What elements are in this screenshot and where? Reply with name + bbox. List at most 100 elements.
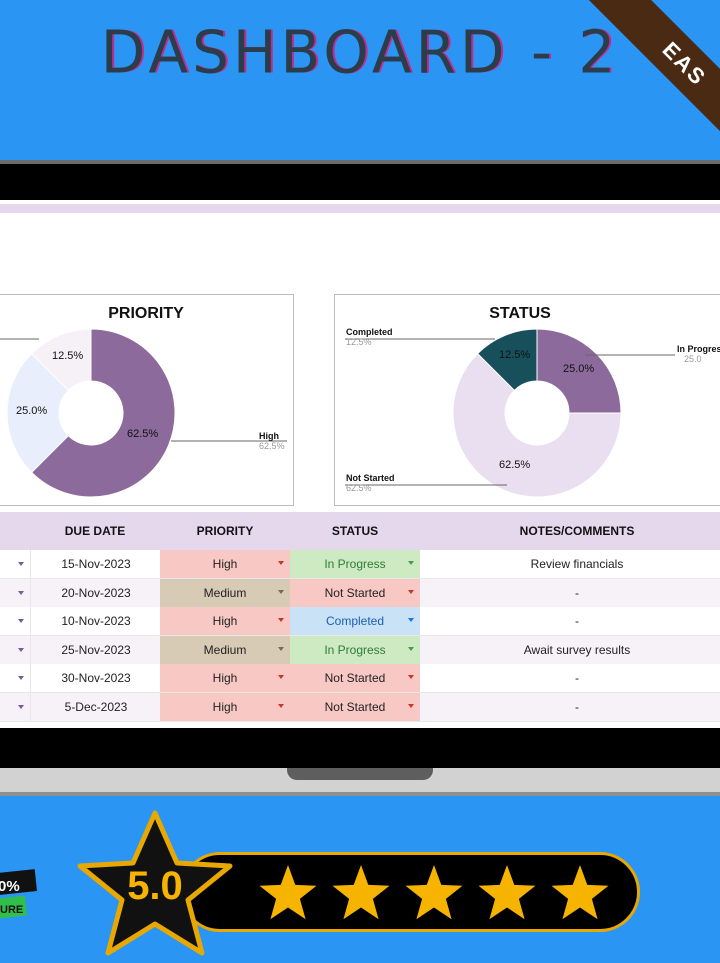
callout-pct: 62.5%	[259, 441, 285, 451]
slice-label: 62.5%	[127, 428, 159, 440]
chevron-down-icon	[408, 618, 414, 622]
priority-donut	[0, 328, 287, 498]
notes-cell: Await survey results	[523, 642, 631, 657]
col-priority: PRIORITY	[196, 524, 254, 538]
priority-dropdown[interactable]: High	[160, 550, 290, 578]
priority-value: High	[212, 699, 238, 714]
slice-label: 25.0%	[16, 405, 48, 417]
donut-slice	[536, 328, 622, 414]
slice-label: 12.5%	[499, 349, 531, 361]
legend-callout: Not Started 62.5%	[346, 473, 395, 493]
priority-value: Medium	[203, 585, 247, 600]
page-title: DASHBOARD - 2	[100, 17, 620, 87]
due-date-cell: 25-Nov-2023	[30, 635, 161, 664]
laptop-notch	[287, 768, 433, 780]
priority-dropdown[interactable]: Medium	[160, 578, 290, 607]
notes-cell: -	[575, 671, 579, 685]
chart-title: STATUS	[489, 305, 551, 322]
laptop-base	[0, 768, 720, 796]
status-donut	[345, 328, 675, 498]
col-status: STATUS	[331, 524, 379, 538]
table-row: 15-Nov-2023 High In Progress Review financi…	[0, 550, 720, 579]
laptop-screen: PRIORITY 12.5% 25.0% 62.5% High 62.5% ST…	[0, 200, 720, 728]
due-date-cell: 5-Dec-2023	[30, 692, 161, 721]
legend-callout: High 62.5%	[259, 431, 285, 451]
chevron-down-icon	[278, 646, 284, 651]
priority-dropdown[interactable]: High	[160, 664, 290, 692]
row-dropdown-icon[interactable]	[18, 562, 24, 566]
star-icon	[551, 865, 609, 920]
chevron-down-icon	[408, 589, 414, 594]
chevron-down-icon	[278, 561, 284, 565]
priority-dropdown[interactable]: High	[160, 607, 290, 635]
priority-dropdown[interactable]: High	[160, 692, 290, 721]
callout-name: In Progres	[677, 344, 720, 354]
table-row: 25-Nov-2023 Medium In Progress Await survey…	[0, 635, 720, 665]
status-dropdown[interactable]: Not Started	[290, 664, 420, 692]
status-value: Not Started	[324, 585, 386, 600]
col-notes: NOTES/COMMENTS	[519, 524, 635, 538]
table-header: DUE DATE PRIORITY STATUS NOTES/COMMENTS	[0, 512, 720, 550]
status-value: Completed	[325, 614, 385, 628]
table-row: 20-Nov-2023 Medium Not Started -	[0, 578, 720, 608]
priority-value: High	[212, 671, 238, 685]
due-date-cell: 30-Nov-2023	[30, 664, 161, 692]
chevron-down-icon	[408, 675, 414, 679]
priority-value: High	[212, 614, 238, 628]
table-row: 5-Dec-2023 High Not Started -	[0, 692, 720, 722]
row-dropdown-icon[interactable]	[18, 647, 24, 652]
star-icon	[332, 865, 390, 920]
donut-slice	[452, 352, 622, 498]
row-dropdown-icon[interactable]	[18, 619, 24, 623]
notes-cell: Review financials	[530, 557, 624, 571]
due-date-cell: 10-Nov-2023	[30, 607, 161, 635]
priority-chart: PRIORITY 12.5% 25.0% 62.5% High 62.5%	[0, 294, 294, 506]
notes-cell: -	[575, 699, 579, 714]
laptop-bezel-bottom	[0, 728, 720, 768]
status-dropdown[interactable]: In Progress	[290, 550, 420, 578]
status-value: Not Started	[324, 671, 386, 685]
row-dropdown-icon[interactable]	[18, 676, 24, 680]
callout-name: Not Started	[346, 473, 395, 483]
discount-badge: 0% URE	[0, 866, 48, 926]
table-row: 30-Nov-2023 High Not Started -	[0, 664, 720, 693]
score-text: 5.0	[127, 864, 183, 908]
table-row: 10-Nov-2023 High Completed -	[0, 607, 720, 636]
laptop-bezel-top	[0, 160, 720, 200]
status-dropdown[interactable]: Not Started	[290, 578, 420, 607]
status-chart: STATUS 12.5% 25.0% 62.5% Completed 12.5%…	[334, 294, 720, 506]
rating-stars	[259, 865, 609, 920]
big-star-icon	[77, 810, 233, 956]
notes-cell: -	[575, 614, 579, 628]
status-value: Not Started	[324, 699, 386, 714]
due-date-cell: 15-Nov-2023	[30, 550, 161, 578]
callout-pct: 62.5%	[346, 483, 372, 493]
callout-pct: 25.0	[683, 354, 702, 364]
slice-label: 12.5%	[52, 350, 84, 362]
row-dropdown-icon[interactable]	[18, 704, 24, 709]
chevron-down-icon	[278, 589, 284, 594]
chevron-down-icon	[278, 618, 284, 622]
header-strip	[0, 204, 720, 213]
chart-title: PRIORITY	[108, 305, 184, 322]
slice-label: 62.5%	[499, 459, 531, 471]
chevron-down-icon	[408, 646, 414, 651]
legend-callout: Completed 12.5%	[346, 327, 393, 347]
rating-bar	[180, 852, 640, 932]
status-value: In Progress	[324, 557, 386, 571]
status-value: In Progress	[324, 642, 386, 657]
status-dropdown[interactable]: In Progress	[290, 635, 420, 664]
slice-label: 25.0%	[563, 363, 595, 375]
donut-slice	[30, 328, 92, 392]
status-dropdown[interactable]: Completed	[290, 607, 420, 635]
chevron-down-icon	[408, 703, 414, 708]
legend-callout: In Progres 25.0	[677, 344, 720, 364]
callout-name: Completed	[346, 327, 393, 337]
chevron-down-icon	[408, 561, 414, 565]
callout-pct: 12.5%	[346, 337, 372, 347]
priority-dropdown[interactable]: Medium	[160, 635, 290, 664]
star-icon	[405, 865, 463, 920]
status-dropdown[interactable]: Not Started	[290, 692, 420, 721]
col-due-date: DUE DATE	[64, 524, 126, 538]
row-dropdown-icon[interactable]	[18, 590, 24, 595]
